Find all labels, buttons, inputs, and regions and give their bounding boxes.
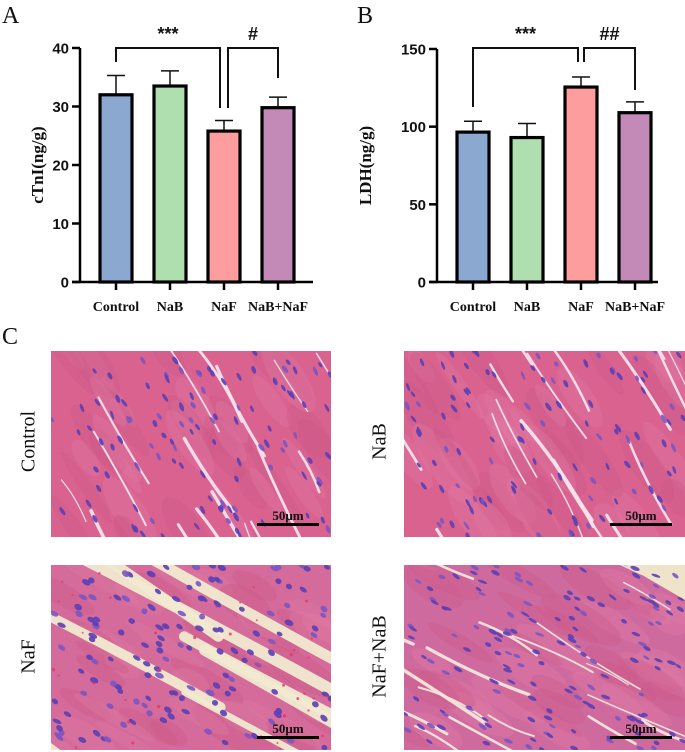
row-label-naf: NaF [17,639,40,674]
significance-bracket [583,47,636,90]
y-tick-label: 10 [52,216,69,233]
scale-bar-label: 50μm [625,508,657,523]
panel-letter-c: C [2,324,19,350]
bar-naf [563,85,599,284]
chart-ctni: 0 10 20 30 40 cTnI(ng/g) Control NaB NaF NaB+NaF *… [0,0,340,320]
significance-marker: # [248,24,258,44]
y-tick-label: 40 [52,41,69,58]
y-axis-label: LDH(ng/g) [356,126,375,205]
scale-bar-control: 50μm [257,509,319,526]
significance-marker: ## [599,24,619,44]
bar-nab [152,84,188,284]
y-tick-label: 150 [401,42,426,59]
scale-bar-label: 50μm [272,721,304,736]
y-tick-label: 20 [52,158,69,175]
significance-marker: *** [515,24,536,44]
scale-bar-nab: 50μm [610,509,672,526]
y-tick-label: 50 [409,197,426,214]
x-tick-label: NaF [211,300,237,315]
scale-bar-label: 50μm [625,721,657,736]
histology-image-nab [404,351,685,537]
scale-bar-line [257,523,319,526]
x-tick-label: NaB [514,300,540,315]
significance-marker: *** [157,24,178,44]
y-tick-label: 0 [418,275,426,292]
y-tick-label: 100 [401,119,426,136]
x-tick-label: Control [450,300,497,315]
scale-bar-label: 50μm [272,508,304,523]
scale-bar-line [610,523,672,526]
x-tick-label: NaB+NaF [605,300,665,315]
x-tick-label: NaF [568,300,594,315]
panel-letter-a: A [2,3,20,29]
x-tick-label: NaB [157,300,183,315]
x-tick-label: NaB+NaF [248,300,308,315]
x-tick-label: Control [93,300,140,315]
row-label-control: Control [17,410,40,473]
significance-bracket [115,47,221,108]
y-tick-label: 30 [52,99,69,116]
significance-bracket [472,47,579,107]
bar-naf [206,129,242,284]
histology-image-naf-nab [404,565,685,750]
row-label-nab: NaB [368,423,391,460]
y-tick-label: 0 [61,275,69,292]
histology-image-control [51,351,331,537]
bar-control [98,93,134,284]
bar-nab-naf [260,106,296,284]
y-axis-label: cTnI(ng/g) [28,126,47,203]
bar-nab-naf [617,111,653,284]
scale-bar-naf: 50μm [257,722,319,739]
bar-control [455,130,491,284]
histology-image-naf [51,565,331,750]
chart-ldh: 0 50 100 150 LDH(ng/g) Control NaB NaF NaB+NaF **… [345,0,685,320]
scale-bar-line [257,736,319,739]
panel-letter-b: B [357,3,374,29]
scale-bar-naf-nab: 50μm [610,722,672,739]
scale-bar-line [610,736,672,739]
bar-nab [509,135,545,284]
significance-bracket [227,47,279,108]
row-label-naf-nab: NaF+NaB [368,615,391,698]
